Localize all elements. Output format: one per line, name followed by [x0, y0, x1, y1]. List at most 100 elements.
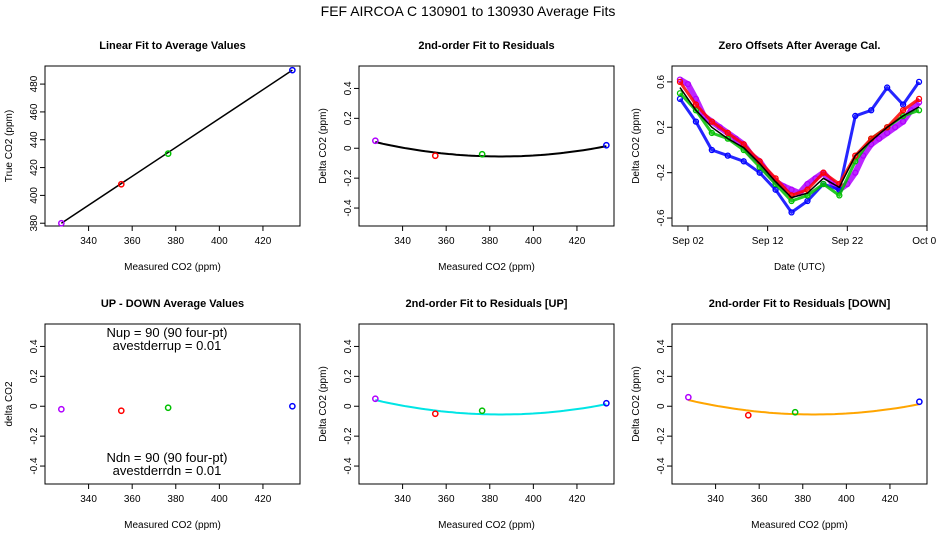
y-tick-label: 420	[29, 159, 40, 176]
series-point	[820, 180, 827, 188]
y-tick-label: 0	[343, 403, 354, 409]
series-point	[756, 169, 763, 176]
x-tick-label: 420	[882, 494, 899, 505]
series-point	[804, 197, 811, 205]
panel-3: Zero Offsets After Average Cal. Sep 02 Sep…	[631, 40, 936, 273]
y-tick-label: 380	[29, 214, 40, 231]
x-tick-label: 360	[124, 236, 141, 247]
panel-1: Linear Fit to Average Values 340 360 380 400…	[4, 40, 301, 273]
annotation-text: avestderrdn = 0.01	[113, 463, 222, 478]
x-tick-label: Sep 22	[831, 236, 863, 247]
series-line-5	[679, 87, 920, 199]
series-point	[852, 112, 859, 120]
series-point	[788, 186, 795, 193]
data-point	[744, 411, 752, 419]
series-point	[884, 124, 891, 131]
series-point	[740, 158, 747, 165]
x-tick-label: 380	[794, 494, 811, 505]
data-point	[164, 404, 172, 412]
y-tick-label: -0.2	[29, 427, 40, 445]
y-tick-label: -0.2	[656, 427, 667, 445]
x-axis-label: Measured CO2 (ppm)	[751, 520, 848, 531]
panel-title: 2nd-order Fit to Residuals	[418, 40, 554, 52]
y-tick-label: 0.4	[343, 339, 354, 353]
y-tick-label: -0.4	[343, 457, 354, 475]
series-point	[868, 107, 875, 114]
series-point	[708, 146, 715, 154]
panel-title: UP - DOWN Average Values	[101, 298, 244, 310]
y-tick-label: -0.6	[656, 209, 667, 227]
x-tick-label: 400	[525, 236, 542, 247]
y-tick-label: -0.2	[343, 427, 354, 445]
x-tick-label: 420	[569, 494, 586, 505]
x-axis-label: Date (UTC)	[774, 262, 825, 273]
x-tick-label: 340	[80, 494, 97, 505]
x-tick-label: 420	[255, 494, 272, 505]
y-tick-label: 0.4	[656, 339, 667, 353]
y-tick-label: 0.2	[343, 111, 354, 125]
x-tick-label: 340	[80, 236, 97, 247]
data-point	[431, 152, 439, 160]
data-point	[478, 407, 486, 415]
fit-curve	[375, 141, 607, 158]
fit-line	[60, 69, 293, 224]
series-point	[852, 169, 859, 176]
data-point	[57, 405, 65, 413]
series-point	[708, 118, 715, 125]
plot-frame	[671, 65, 928, 227]
series-point	[676, 78, 684, 86]
y-tick-label: -0.2	[656, 164, 667, 182]
panel-2: 2nd-order Fit to Residuals 340 360 380 400 42…	[318, 40, 615, 273]
data-point	[603, 399, 610, 407]
series-point	[915, 95, 923, 103]
series-point	[891, 124, 899, 131]
annotation-text: Nup = 90 (90 four-pt)	[106, 325, 227, 340]
plot-frame	[358, 65, 615, 227]
series-point	[852, 152, 859, 159]
panel-4: UP - DOWN Average Values 340 360 380 400 420 -…	[4, 298, 301, 531]
data-point	[478, 150, 486, 158]
x-tick-label: 400	[525, 494, 542, 505]
fit-curve	[375, 399, 607, 416]
series-point	[915, 107, 923, 114]
fit-curve	[688, 399, 920, 416]
x-tick-label: 420	[569, 236, 586, 247]
series-line-1	[678, 77, 922, 197]
series-point	[724, 135, 731, 142]
series-point	[676, 95, 684, 103]
y-tick-label: -0.4	[656, 457, 667, 475]
series-point	[899, 107, 907, 114]
y-axis-label: Delta CO2 (ppm)	[318, 366, 329, 442]
x-tick-label: 360	[438, 494, 455, 505]
x-axis-label: Measured CO2 (ppm)	[124, 520, 221, 531]
y-axis-label: delta CO2	[4, 381, 15, 426]
series-point	[772, 186, 779, 193]
plot-frame	[44, 65, 301, 227]
series-point	[676, 90, 684, 97]
data-point	[371, 395, 379, 403]
x-tick-label: 400	[211, 236, 228, 247]
data-point	[164, 150, 172, 158]
x-tick-label: 360	[438, 236, 455, 247]
series-point	[684, 81, 692, 88]
data-point	[431, 410, 439, 418]
x-tick-label: 340	[394, 494, 411, 505]
series-point	[788, 209, 795, 216]
y-tick-label: 0	[29, 403, 40, 409]
y-tick-label: -0.4	[29, 457, 40, 475]
y-tick-label: 400	[29, 187, 40, 204]
x-tick-label: Oct 02	[912, 236, 936, 247]
series-point	[884, 129, 891, 137]
y-tick-label: 0.2	[343, 369, 354, 383]
series-point	[884, 84, 891, 91]
x-tick-label: 380	[481, 494, 498, 505]
annotation-text: Ndn = 90 (90 four-pt)	[106, 450, 227, 465]
x-tick-label: Sep 12	[752, 236, 784, 247]
data-point	[371, 137, 379, 145]
y-tick-label: 0.4	[343, 81, 354, 95]
series-point	[820, 169, 827, 176]
y-tick-label: -0.4	[343, 199, 354, 217]
plot-frame	[44, 323, 301, 485]
series-point	[692, 107, 700, 114]
x-tick-label: 360	[124, 494, 141, 505]
